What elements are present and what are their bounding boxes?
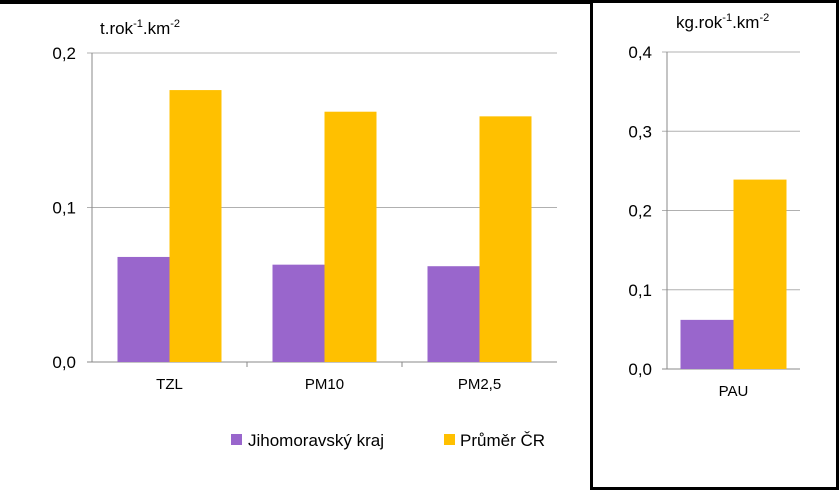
right-y-tick-label: 0,0 bbox=[628, 360, 652, 379]
right-unit-label: kg.rok-1.km-2 bbox=[676, 12, 769, 32]
left-bar-pm25-series2 bbox=[479, 116, 532, 362]
right-category-labels: PAU bbox=[719, 383, 749, 400]
left-chart: t.rok-1.km-2 0,0 0,1 0,2 TZL PM10 PM2,5 bbox=[52, 18, 557, 393]
left-y-tick-label: 0,0 bbox=[52, 353, 76, 372]
legend-swatch-prumer-cr bbox=[444, 434, 455, 445]
left-y-tick-labels: 0,0 0,1 0,2 bbox=[52, 44, 76, 372]
left-unit-label: t.rok-1.km-2 bbox=[100, 18, 180, 38]
right-y-tick-labels: 0,0 0,1 0,2 0,3 0,4 bbox=[628, 43, 652, 379]
right-y-tick-label: 0,1 bbox=[628, 281, 652, 300]
right-bar-pau-series1 bbox=[680, 319, 734, 369]
right-bar-pau-series2 bbox=[733, 179, 787, 369]
left-category-labels: TZL PM10 PM2,5 bbox=[156, 376, 501, 393]
right-y-tick-label: 0,3 bbox=[628, 122, 652, 141]
left-bar-pm10-series1 bbox=[272, 264, 325, 362]
left-bar-pm10-series2 bbox=[324, 111, 377, 363]
left-category-label: PM2,5 bbox=[458, 376, 501, 393]
right-unit-exp2: -2 bbox=[759, 12, 769, 24]
left-bar-tzl-series2 bbox=[169, 90, 222, 362]
legend-label-prumer-cr: Průměr ČR bbox=[460, 431, 545, 450]
legend-label-jihomoravsky: Jihomoravský kraj bbox=[248, 431, 384, 450]
left-bars bbox=[117, 90, 532, 363]
left-y-tick-label: 0,1 bbox=[52, 199, 76, 218]
right-unit-exp1: -1 bbox=[722, 12, 732, 24]
legend-swatch-jihomoravsky bbox=[231, 434, 242, 445]
right-bars bbox=[680, 179, 787, 369]
legend: Jihomoravský kraj Průměr ČR bbox=[231, 431, 545, 450]
left-category-label: TZL bbox=[156, 376, 183, 393]
left-category-label: PM10 bbox=[305, 376, 344, 393]
left-unit-exp2: -2 bbox=[170, 18, 180, 30]
right-unit-base1: kg.rok bbox=[676, 13, 723, 32]
left-bar-pm25-series1 bbox=[427, 266, 480, 362]
right-y-tick-label: 0,4 bbox=[628, 43, 652, 62]
right-chart: kg.rok-1.km-2 0,0 0,1 0,2 0,3 0,4 PAU bbox=[628, 12, 800, 400]
right-y-tick-label: 0,2 bbox=[628, 202, 652, 221]
left-y-tick-label: 0,2 bbox=[52, 44, 76, 63]
left-unit-base1: t.rok bbox=[100, 19, 134, 38]
right-unit-base2: .km bbox=[732, 13, 759, 32]
left-unit-exp1: -1 bbox=[133, 18, 143, 30]
right-category-label: PAU bbox=[719, 383, 749, 400]
left-unit-base2: .km bbox=[143, 19, 170, 38]
right-panel-frame bbox=[590, 0, 839, 490]
left-bar-tzl-series1 bbox=[117, 256, 170, 362]
